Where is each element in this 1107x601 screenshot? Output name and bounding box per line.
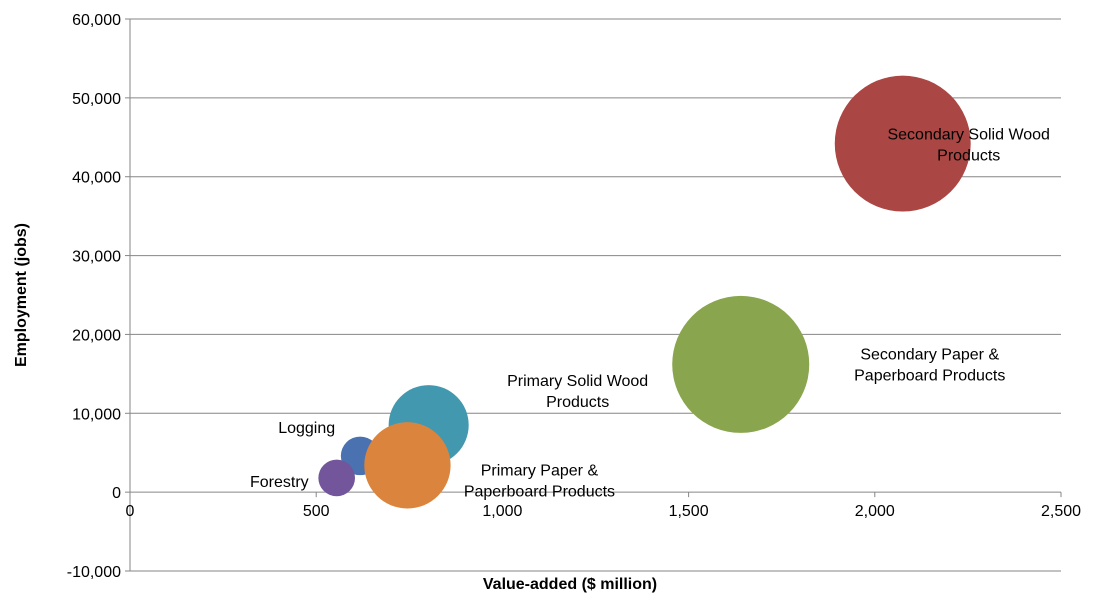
bubble-forestry — [318, 459, 355, 497]
y-tick-label: 10,000 — [72, 406, 121, 423]
y-tick-label: 20,000 — [72, 327, 121, 344]
y-tick-label: 30,000 — [72, 249, 121, 266]
bubble-label: Secondary Paper & Paperboard Products — [854, 346, 1005, 384]
y-tick-label: 0 — [112, 485, 121, 502]
x-tick-label: 1,000 — [482, 503, 522, 520]
x-tick-label: 2,500 — [1041, 503, 1081, 520]
bubble-secondary-paper-paperboard-products — [672, 295, 810, 433]
axes — [125, 18, 1062, 572]
x-tick-label: 500 — [303, 503, 330, 520]
y-tick-labels: -10,000 0 10,000 20,000 30,000 40,000 50,000 60… — [67, 12, 121, 581]
x-tick-label: 0 — [126, 503, 135, 520]
bubble-label: Logging — [278, 420, 335, 437]
bubble-primary-paper-paperboard-products — [364, 422, 451, 509]
y-tick-label: 50,000 — [72, 91, 121, 108]
x-tick-label: 1,500 — [669, 503, 709, 520]
x-axis-title: Value-added ($ million) — [483, 576, 657, 593]
x-tick-label: 2,000 — [855, 503, 895, 520]
y-tick-label: 60,000 — [72, 12, 121, 29]
grid-lines — [130, 18, 1061, 572]
y-tick-label: -10,000 — [67, 564, 121, 581]
bubble-secondary-solid-wood-products — [834, 75, 971, 212]
bubbles — [318, 75, 971, 509]
bubble-label: Primary Paper & Paperboard Products — [464, 462, 615, 500]
bubble-label: Primary Solid Wood Products — [507, 373, 648, 411]
bubble-label: Secondary Solid Wood Products — [887, 127, 1049, 165]
bubble-labels: Logging Primary Solid Wood Products Forestr… — [250, 127, 1050, 501]
y-axis-title: Employment (jobs) — [13, 223, 30, 367]
bubble-label: Forestry — [250, 474, 309, 491]
x-tick-labels: 0 500 1,000 1,500 2,000 2,500 — [126, 503, 1082, 520]
y-tick-label: 40,000 — [72, 170, 121, 187]
